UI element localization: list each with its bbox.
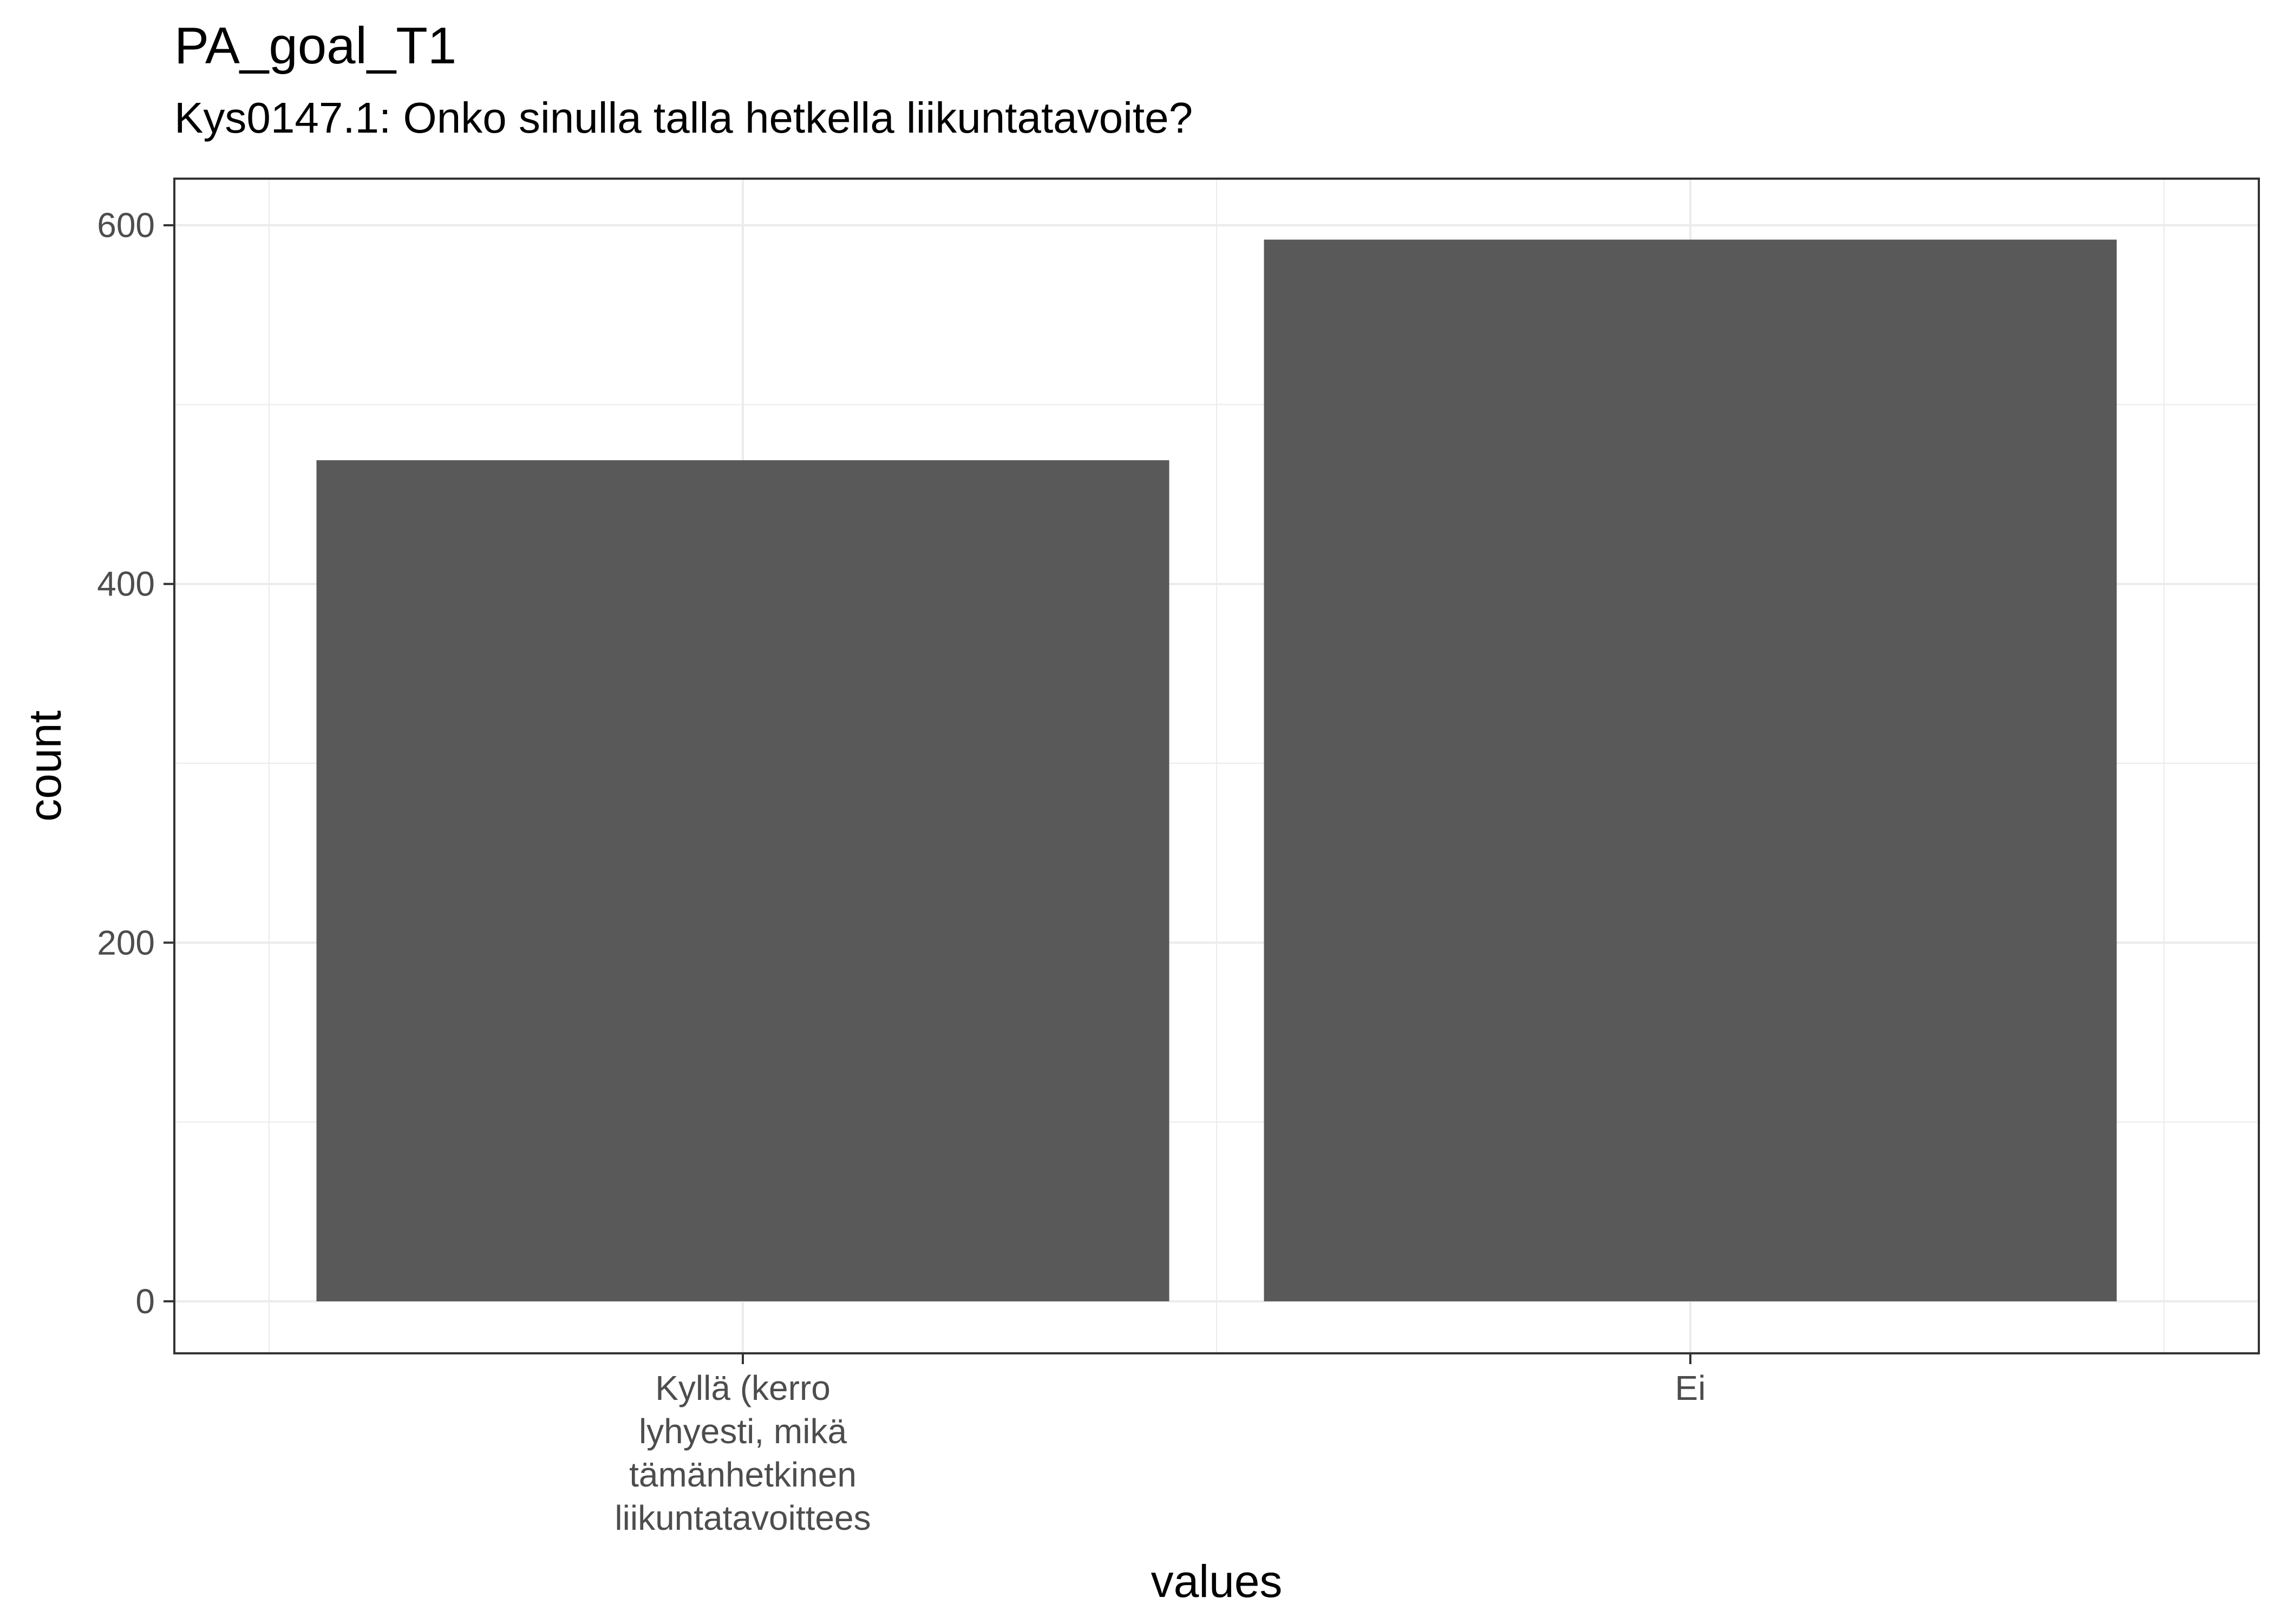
panel-border (173, 178, 2260, 1354)
y-axis-title: count (19, 710, 70, 822)
y-tick-label: 200 (97, 923, 155, 962)
x-tick-label: tämänhetkinen (629, 1455, 857, 1494)
x-tick-label: Kyllä (kerro (655, 1368, 831, 1407)
bar (1264, 239, 2117, 1301)
chart-subtitle: Kys0147.1: Onko sinulla talla hetkella l… (174, 94, 1193, 142)
x-tick-label: liikuntatavoittees (615, 1498, 871, 1537)
y-tick-label: 600 (97, 206, 155, 245)
chart-title: PA_goal_T1 (174, 17, 457, 75)
bar (316, 460, 1169, 1301)
x-axis-title: values (1151, 1556, 1283, 1607)
x-tick-label: lyhyesti, mikä (639, 1412, 847, 1451)
axis-layer: 0 200 400 600 Kyllä (kerro lyhyesti, mikä tämä… (97, 206, 1706, 1537)
x-tick-label: Ei (1675, 1368, 1706, 1407)
y-tick-label: 400 (97, 565, 155, 604)
bars-layer (316, 239, 2117, 1301)
y-tick-label: 0 (135, 1282, 155, 1321)
